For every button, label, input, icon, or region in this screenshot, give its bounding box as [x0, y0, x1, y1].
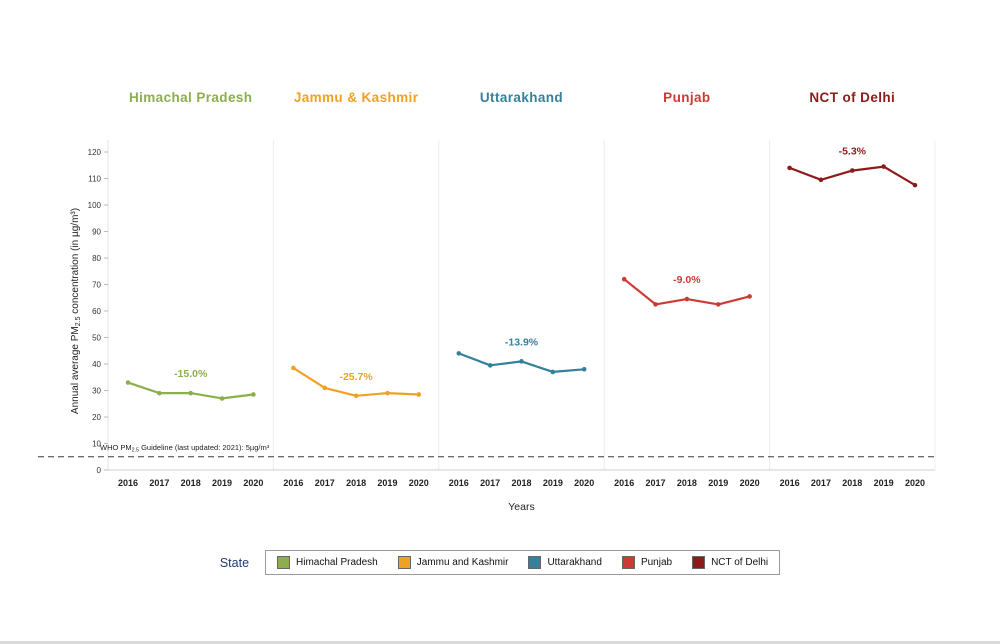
x-tick-label: 2020	[574, 478, 594, 488]
legend-item-label: Jammu and Kashmir	[416, 557, 509, 568]
percent-change-label: -5.3%	[839, 146, 867, 158]
legend-item-label: NCT of Delhi	[711, 557, 769, 568]
y-axis-label-suffix: concentration (in µg/m³)	[70, 207, 82, 317]
who-note-prefix: WHO PM	[100, 443, 132, 452]
legend-item-label: Punjab	[640, 557, 673, 568]
legend-swatch	[397, 556, 411, 569]
series-point	[188, 390, 193, 396]
who-guideline-note: WHO PM2.5 Guideline (last updated: 2021)…	[100, 443, 269, 453]
y-tick-label: 50	[92, 333, 101, 342]
y-tick-label: 120	[88, 148, 102, 157]
y-axis-label-subscript: 2.5	[74, 316, 82, 327]
series-point	[787, 165, 792, 171]
legend-swatch	[528, 556, 542, 569]
series-point	[818, 177, 824, 183]
page-bottom-border	[0, 641, 1000, 644]
y-tick-label: 10	[92, 439, 101, 448]
series-point	[715, 302, 721, 307]
x-tick-label: 2017	[480, 478, 500, 488]
y-tick-label: 110	[88, 174, 101, 183]
legend-item: Punjab	[621, 556, 673, 569]
series-point	[157, 390, 162, 396]
x-axis-label: Years	[508, 501, 535, 513]
series-point	[747, 294, 752, 299]
legend-item-label: Himachal Pradesh	[296, 557, 378, 568]
legend-swatch	[621, 556, 635, 569]
legend-title: State	[219, 555, 250, 570]
x-tick-label: 2016	[118, 478, 138, 488]
series-point	[219, 396, 225, 401]
x-tick-label: 2020	[905, 478, 925, 488]
y-tick-label: 70	[92, 280, 101, 289]
x-tick-label: 2019	[874, 478, 894, 488]
x-tick-label: 2018	[842, 478, 862, 488]
series-point	[881, 164, 886, 169]
x-tick-label: 2016	[614, 478, 634, 488]
x-tick-label: 2018	[181, 478, 201, 488]
series-point	[322, 385, 328, 391]
x-tick-label: 2016	[780, 478, 800, 488]
series-point	[416, 392, 422, 397]
legend-item: Jammu and Kashmir	[397, 556, 509, 569]
series-line	[126, 381, 255, 400]
series-point	[653, 302, 658, 307]
series-point	[912, 182, 918, 188]
series-point	[385, 390, 390, 396]
legend-swatch	[692, 556, 706, 569]
legend-item: Himachal Pradesh	[277, 556, 378, 569]
legend-box: Himachal Pradesh Jammu and Kashmir Uttarak…	[265, 550, 781, 575]
y-tick-label: 0	[97, 466, 102, 475]
y-tick-label: 100	[88, 201, 102, 210]
x-tick-label: 2016	[283, 478, 303, 488]
series-point	[850, 168, 855, 173]
y-tick-label: 90	[92, 227, 101, 236]
x-tick-label: 2019	[708, 478, 728, 488]
x-tick-label: 2020	[409, 478, 429, 488]
y-tick-label: 20	[92, 413, 101, 422]
y-tick-label: 30	[92, 386, 101, 395]
y-tick-label: 60	[92, 307, 101, 316]
percent-change-label: -25.7%	[339, 371, 373, 383]
y-axis-label: Annual average PM2.5 concentration (in µ…	[70, 208, 82, 414]
series-point	[251, 392, 256, 397]
x-tick-label: 2019	[543, 478, 563, 488]
y-tick-label: 80	[92, 254, 101, 263]
percent-change-label: -9.0%	[673, 274, 701, 286]
y-tick-label: 40	[92, 360, 101, 369]
x-tick-label: 2017	[315, 478, 335, 488]
y-axis-label-prefix: Annual average PM	[70, 326, 82, 415]
series-point	[684, 296, 690, 302]
x-tick-label: 2017	[811, 478, 831, 488]
legend-item: Uttarakhand	[528, 556, 602, 569]
series-point	[621, 276, 627, 282]
x-tick-label: 2020	[243, 478, 263, 488]
x-tick-label: 2017	[646, 478, 666, 488]
series-point	[581, 367, 587, 372]
series-point	[291, 365, 296, 371]
x-tick-label: 2019	[212, 478, 232, 488]
legend: State Himachal Pradesh Jammu and Kashmir U…	[0, 550, 1000, 575]
x-tick-label: 2020	[740, 478, 760, 488]
series-point	[353, 393, 359, 399]
series-point	[550, 369, 556, 375]
x-tick-label: 2017	[149, 478, 169, 488]
x-tick-label: 2018	[511, 478, 531, 488]
x-tick-label: 2019	[377, 478, 397, 488]
legend-swatch	[277, 556, 291, 569]
series-point	[519, 359, 524, 364]
x-tick-label: 2018	[677, 478, 697, 488]
legend-item-label: Uttarakhand	[547, 557, 602, 568]
series-point	[125, 380, 131, 385]
x-tick-label: 2016	[449, 478, 469, 488]
who-note-subscript: 2.5	[131, 447, 139, 454]
series-point	[456, 351, 462, 356]
legend-item: NCT of Delhi	[692, 556, 768, 569]
who-note-suffix: Guideline (last updated: 2021): 5µg/m³	[138, 443, 270, 452]
percent-change-label: -15.0%	[174, 368, 208, 380]
x-tick-label: 2018	[346, 478, 366, 488]
percent-change-label: -13.9%	[505, 336, 539, 348]
series-point	[487, 363, 493, 368]
